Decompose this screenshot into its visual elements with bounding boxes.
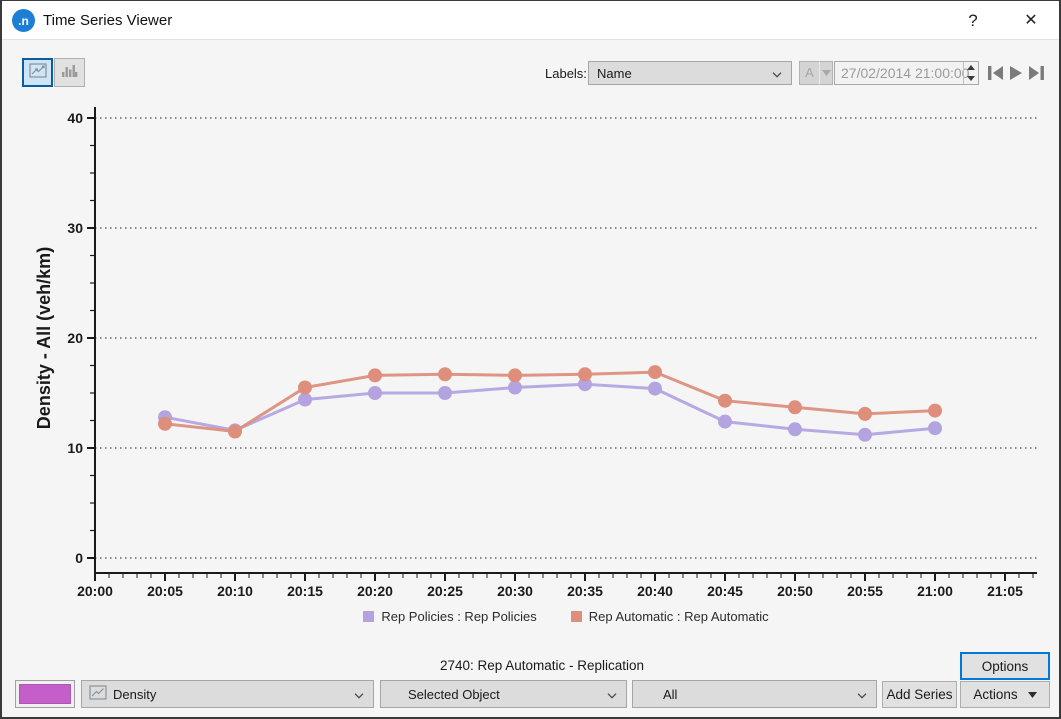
line-chart-icon: [28, 62, 47, 83]
labels-caption: Labels:: [545, 66, 587, 81]
window-title: Time Series Viewer: [43, 12, 173, 29]
legend-item: Rep Automatic : Rep Automatic: [570, 609, 769, 624]
object-combo-value: Selected Object: [408, 686, 500, 702]
chevron-down-icon: [771, 67, 783, 82]
chevron-down-icon: [856, 688, 868, 703]
skip-to-end-button[interactable]: [1026, 63, 1046, 83]
object-combo[interactable]: Selected Object: [380, 680, 627, 708]
line-chart-toggle-button[interactable]: [22, 58, 53, 87]
svg-text:20:30: 20:30: [497, 583, 533, 599]
spinner-down-icon[interactable]: [964, 73, 978, 84]
datetime-value: 27/02/2014 21:00:00: [841, 65, 970, 81]
svg-text:20:50: 20:50: [777, 583, 813, 599]
legend-label: Rep Automatic : Rep Automatic: [588, 609, 769, 624]
svg-text:20:35: 20:35: [567, 583, 603, 599]
app-logo-icon: .n: [12, 9, 35, 32]
actions-label: Actions: [973, 687, 1018, 702]
labels-combo[interactable]: Name: [588, 61, 792, 85]
svg-text:20:55: 20:55: [847, 583, 883, 599]
chevron-down-icon: [606, 688, 618, 703]
play-icon: [1010, 66, 1022, 80]
options-button[interactable]: Options: [960, 652, 1050, 680]
series-color-swatch: [19, 684, 71, 704]
time-series-chart[interactable]: 0 10 20 30 40 20:00 20:05 20:10 20:15 20:20 20:25 2…: [2, 96, 1061, 606]
svg-text:20:10: 20:10: [217, 583, 253, 599]
font-dropdown-button[interactable]: [819, 61, 833, 85]
svg-text:20:15: 20:15: [287, 583, 323, 599]
chart-legend: Rep Policies : Rep Policies Rep Automati…: [95, 609, 1037, 624]
aggregation-combo[interactable]: All: [632, 680, 877, 708]
svg-text:Density - All (veh/km): Density - All (veh/km): [34, 247, 54, 429]
svg-text:20:20: 20:20: [357, 583, 393, 599]
svg-text:20: 20: [67, 330, 83, 346]
actions-button[interactable]: Actions: [960, 681, 1050, 708]
title-bar: .n Time Series Viewer ? ✕: [2, 1, 1059, 40]
variable-combo-value: Density: [113, 686, 157, 702]
skip-to-start-button[interactable]: [986, 63, 1006, 83]
selected-series-status: 2740: Rep Automatic - Replication: [439, 658, 645, 673]
line-chart-icon: [89, 685, 107, 703]
legend-swatch-rep-policies: [363, 611, 375, 622]
svg-text:30: 30: [67, 220, 83, 236]
font-button[interactable]: A: [799, 61, 820, 85]
play-button[interactable]: [1006, 63, 1026, 83]
bar-chart-toggle-button[interactable]: [54, 58, 85, 87]
svg-text:20:45: 20:45: [707, 583, 743, 599]
options-label: Options: [981, 658, 1029, 674]
svg-text:20:00: 20:00: [77, 583, 113, 599]
legend-label: Rep Policies : Rep Policies: [381, 609, 537, 624]
variable-combo[interactable]: Density: [81, 680, 374, 708]
add-series-button[interactable]: Add Series: [882, 681, 957, 708]
add-series-label: Add Series: [886, 687, 953, 702]
svg-text:21:00: 21:00: [917, 583, 953, 599]
spinner-up-icon[interactable]: [964, 62, 978, 73]
aggregation-combo-value: All: [663, 686, 678, 702]
svg-text:40: 40: [67, 110, 83, 126]
close-button[interactable]: ✕: [1024, 12, 1038, 29]
datetime-field[interactable]: 27/02/2014 21:00:00: [834, 61, 979, 85]
help-button[interactable]: ?: [968, 11, 978, 30]
svg-text:0: 0: [75, 550, 83, 566]
datetime-spinner[interactable]: [963, 62, 978, 84]
svg-text:21:05: 21:05: [987, 583, 1023, 599]
chevron-down-icon: [353, 688, 365, 703]
triangle-down-icon: [821, 70, 831, 76]
legend-swatch-rep-automatic: [570, 611, 582, 622]
skip-to-start-icon: [988, 66, 1003, 80]
svg-text:20:25: 20:25: [427, 583, 463, 599]
triangle-down-icon: [1027, 691, 1037, 698]
svg-text:20:05: 20:05: [147, 583, 183, 599]
svg-text:20:40: 20:40: [637, 583, 673, 599]
series-color-button[interactable]: [15, 680, 75, 708]
svg-text:10: 10: [67, 440, 83, 456]
skip-to-end-icon: [1029, 66, 1044, 80]
bar-chart-icon: [61, 63, 78, 83]
labels-combo-value: Name: [597, 65, 632, 81]
legend-item: Rep Policies : Rep Policies: [363, 609, 537, 624]
